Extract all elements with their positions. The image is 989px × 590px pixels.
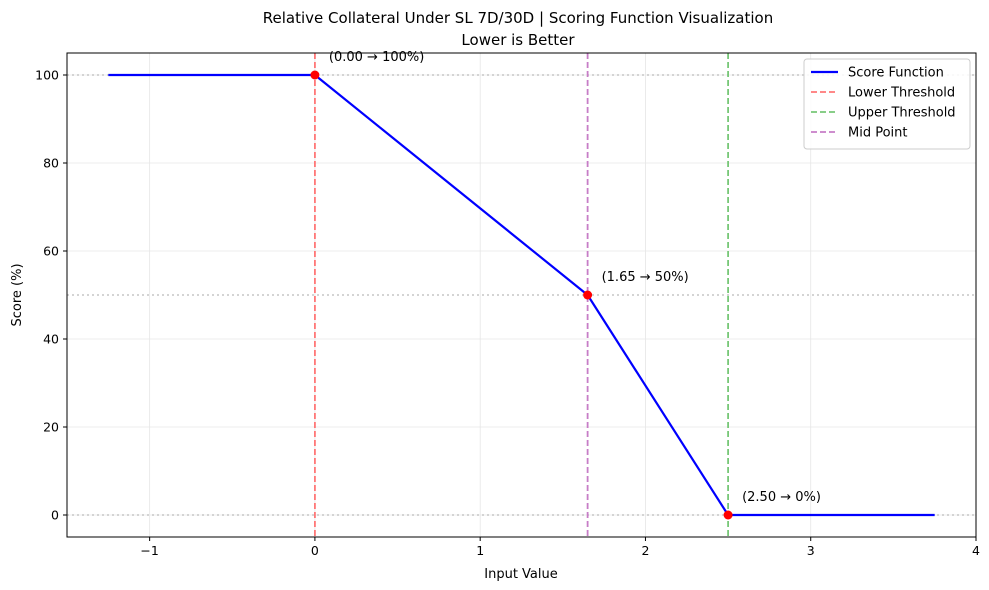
chart-title: Relative Collateral Under SL 7D/30D | Sc… <box>263 9 773 27</box>
annotations: (0.00 → 100%) (1.65 → 50%) (2.50 → 0%) <box>329 50 821 505</box>
legend-label: Lower Threshold <box>848 86 955 101</box>
key-point <box>310 70 320 80</box>
x-tick-label: 4 <box>972 543 980 558</box>
x-tick-label: 0 <box>311 543 319 558</box>
legend-label: Upper Threshold <box>848 106 956 121</box>
x-tick-label: 3 <box>807 543 815 558</box>
y-axis: 0 20 40 60 80 100 <box>35 68 67 523</box>
chart-subtitle: Lower is Better <box>461 31 575 49</box>
point-annotation: (2.50 → 0%) <box>742 490 821 505</box>
plot-frame <box>66 52 977 538</box>
key-point <box>723 510 733 520</box>
key-point <box>583 290 593 300</box>
y-tick-label: 80 <box>43 156 59 171</box>
legend: Score Function Lower Threshold Upper Thres… <box>803 58 971 150</box>
y-tick-label: 40 <box>43 332 59 347</box>
x-tick-label: 2 <box>641 543 649 558</box>
point-annotation: (0.00 → 100%) <box>329 50 424 65</box>
x-axis-label: Input Value <box>484 567 558 582</box>
y-tick-label: 20 <box>43 420 59 435</box>
x-axis: −1 0 1 2 3 4 <box>140 537 980 558</box>
legend-box <box>803 58 971 150</box>
y-tick-label: 100 <box>35 68 59 83</box>
x-tick-label: 1 <box>476 543 484 558</box>
y-axis-label: Score (%) <box>10 263 25 326</box>
x-tick-label: −1 <box>140 543 158 558</box>
key-points <box>310 70 733 520</box>
legend-label: Score Function <box>848 66 944 81</box>
legend-label: Mid Point <box>848 126 908 141</box>
y-tick-label: 60 <box>43 244 59 259</box>
point-annotation: (1.65 → 50%) <box>602 270 689 285</box>
y-tick-label: 0 <box>51 508 59 523</box>
